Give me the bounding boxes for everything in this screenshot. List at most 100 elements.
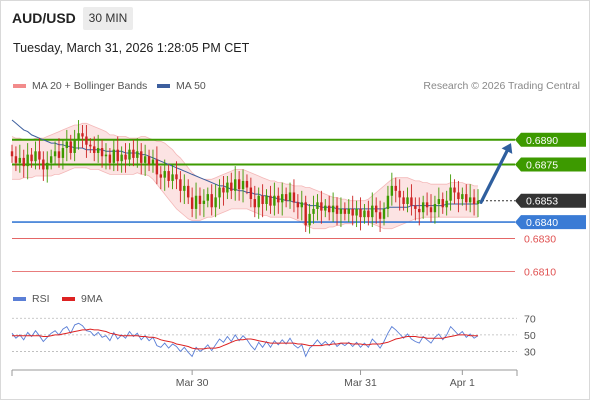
candle-body-43 bbox=[179, 179, 182, 191]
candle-body-72 bbox=[292, 192, 296, 203]
arrow-head bbox=[501, 143, 513, 154]
candle-body-98 bbox=[394, 185, 397, 191]
candle-body-94 bbox=[378, 212, 382, 219]
candle-body-107 bbox=[429, 207, 433, 213]
candle-body-56 bbox=[230, 182, 233, 191]
bollinger-lower-line bbox=[12, 167, 478, 230]
candle-body-102 bbox=[410, 197, 413, 206]
candle-body-99 bbox=[398, 190, 401, 198]
candle-body-25 bbox=[108, 154, 112, 163]
level-label-0.6830: 0.6830 bbox=[524, 234, 556, 246]
candle-body-101 bbox=[406, 197, 409, 204]
candle-body-106 bbox=[425, 202, 429, 208]
legend-ma50: MA 50 bbox=[157, 80, 206, 92]
level-box-0.6840 bbox=[515, 215, 586, 230]
candle-body-1 bbox=[14, 156, 18, 163]
candle-body-38 bbox=[159, 174, 163, 178]
legend-ma20-bb: MA 20 + Bollinger Bands bbox=[13, 80, 147, 92]
legend-rsi-label: RSI bbox=[32, 293, 50, 305]
candle-body-35 bbox=[147, 156, 151, 165]
candle-body-85 bbox=[343, 208, 347, 214]
candle-body-115 bbox=[461, 194, 464, 200]
candle-body-93 bbox=[374, 205, 378, 213]
candle-body-79 bbox=[320, 202, 323, 211]
level-label-0.6853: 0.6853 bbox=[526, 196, 558, 208]
candle-body-54 bbox=[222, 187, 225, 193]
bollinger-band-area bbox=[12, 123, 478, 229]
candle-body-62 bbox=[253, 199, 256, 208]
candle-body-119 bbox=[476, 200, 480, 204]
candle-body-6 bbox=[34, 151, 37, 162]
candle-body-103 bbox=[414, 205, 417, 209]
candle-body-65 bbox=[265, 195, 268, 204]
ma50-line bbox=[11, 119, 478, 210]
candle-body-77 bbox=[312, 208, 315, 214]
level-box-0.6890 bbox=[515, 132, 586, 147]
level-label-0.6890: 0.6890 bbox=[526, 135, 558, 147]
candle-body-60 bbox=[245, 180, 249, 188]
candle-body-109 bbox=[437, 199, 441, 204]
candle-body-10 bbox=[49, 156, 53, 163]
timeframe-button[interactable]: 30 MIN bbox=[83, 7, 133, 30]
candle-body-46 bbox=[190, 197, 194, 209]
candle-body-100 bbox=[402, 197, 405, 204]
rsi-line bbox=[11, 322, 479, 358]
bollinger-upper-line bbox=[11, 122, 478, 202]
candle-body-71 bbox=[288, 192, 292, 201]
candle-body-42 bbox=[175, 174, 178, 180]
candle-body-13 bbox=[61, 148, 65, 158]
candle-body-36 bbox=[151, 159, 155, 165]
candle-body-33 bbox=[140, 151, 143, 163]
candle-body-45 bbox=[187, 185, 190, 198]
legend-rsi-ma-label: 9MA bbox=[81, 293, 103, 305]
forecast-arrow-icon bbox=[479, 143, 513, 204]
candle-body-68 bbox=[277, 195, 280, 203]
candle-body-37 bbox=[155, 159, 159, 175]
candle-body-55 bbox=[226, 182, 229, 193]
candle-body-91 bbox=[367, 210, 370, 218]
candle-body-40 bbox=[167, 171, 170, 181]
candle-body-87 bbox=[351, 208, 354, 216]
candle-body-50 bbox=[206, 194, 210, 201]
x-tick-label-Apr 1: Apr 1 bbox=[450, 377, 475, 389]
candle-body-67 bbox=[273, 195, 276, 206]
candle-body-12 bbox=[57, 151, 61, 158]
candle-body-92 bbox=[371, 205, 374, 218]
candle-body-82 bbox=[331, 205, 335, 213]
candle-body-51 bbox=[210, 194, 213, 208]
candle-body-41 bbox=[171, 174, 174, 181]
level-box-0.6853 bbox=[515, 193, 586, 208]
candle-body-118 bbox=[472, 197, 476, 204]
rsi-level-label-30: 30 bbox=[524, 346, 536, 358]
candle-body-105 bbox=[421, 202, 425, 213]
candle-body-97 bbox=[390, 185, 394, 196]
candle-body-22 bbox=[96, 148, 100, 153]
candle-body-16 bbox=[73, 139, 76, 153]
candle-body-27 bbox=[116, 149, 119, 162]
x-tick-label-Mar 30: Mar 30 bbox=[176, 377, 209, 389]
candle-body-0 bbox=[10, 151, 14, 157]
rsi-level-label-70: 70 bbox=[524, 313, 536, 325]
rsi-swatch bbox=[13, 297, 26, 301]
candle-body-20 bbox=[89, 144, 92, 147]
legend-ma50-label: MA 50 bbox=[176, 80, 206, 92]
candle-body-117 bbox=[468, 197, 472, 203]
candle-body-96 bbox=[386, 195, 390, 209]
candle-body-28 bbox=[120, 154, 123, 162]
level-labels: 0.6890 0.6875 0.6853 0.6840 0.6830 0.6810 bbox=[515, 132, 586, 278]
candle-body-76 bbox=[308, 213, 311, 226]
candle-body-69 bbox=[280, 194, 284, 203]
candle-body-18 bbox=[81, 133, 84, 137]
candle-body-21 bbox=[93, 146, 96, 153]
rsi-level-label-50: 50 bbox=[524, 330, 536, 342]
candle-body-30 bbox=[128, 149, 131, 160]
candle-body-112 bbox=[449, 187, 452, 201]
candle-body-73 bbox=[296, 202, 300, 208]
level-label-0.6875: 0.6875 bbox=[526, 159, 558, 171]
candle-body-48 bbox=[198, 195, 202, 204]
candle-body-89 bbox=[359, 208, 362, 218]
candle-body-95 bbox=[382, 208, 386, 219]
legend-ma20-label: MA 20 + Bollinger Bands bbox=[32, 80, 148, 92]
candle-body-63 bbox=[257, 195, 260, 208]
